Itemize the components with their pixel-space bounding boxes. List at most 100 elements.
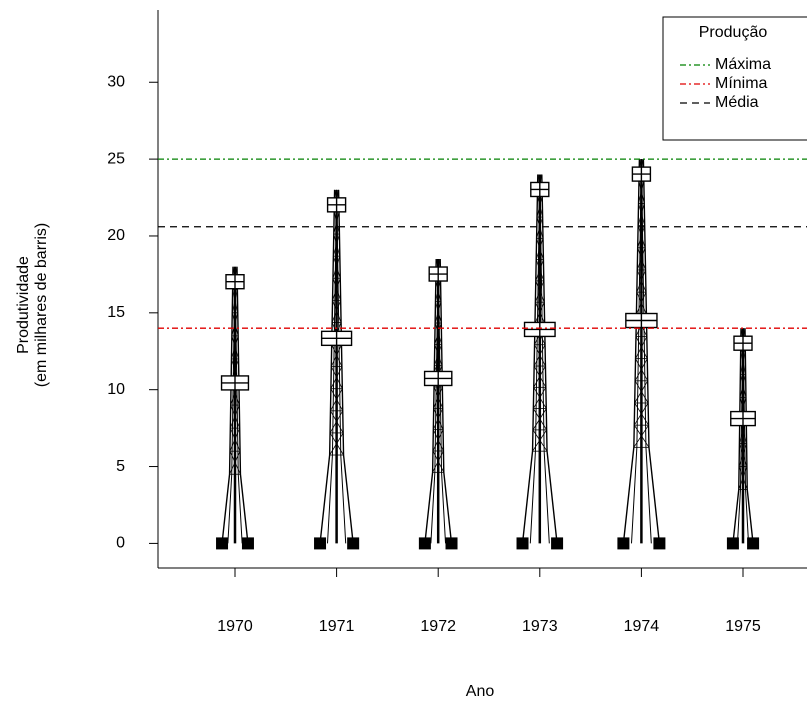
derrick-foot [653,537,666,550]
x-axis-label: Ano [466,683,495,700]
y-axis-label: Produtividade (em milhares de barris) [15,223,50,387]
derrick-foot [418,537,431,550]
y-tick-label: 0 [116,535,125,552]
x-tick-label: 1974 [624,618,660,635]
derrick-foot [347,537,360,550]
derrick [216,266,254,550]
derrick-brace [634,358,648,382]
derrick-foot [726,537,739,550]
y-axis-label-line: Produtividade [15,256,32,354]
derrick-leg [622,159,641,544]
derrick-brace [330,344,342,367]
derrick [418,258,458,550]
derrick-leg [640,159,652,544]
derrick-brace [331,300,342,323]
derrick-foot [241,537,254,550]
derrick-leg [541,174,558,544]
y-tick-label: 15 [107,304,125,321]
derrick-brace [535,238,544,260]
derrick-brace [739,374,747,398]
derrick-brace [229,404,240,429]
derrick-leg [521,174,539,544]
derrick-brace [332,256,341,279]
derrick-foot [516,537,529,550]
derrick-leg [631,159,642,544]
derrick-brace [229,427,241,452]
derrick-brace [638,181,645,204]
derrick-brace [330,366,343,389]
derrick-brace [533,344,546,367]
derrick-brace [638,181,645,204]
x-tick-label: 1972 [420,618,456,635]
derrick-brace [532,408,547,431]
derrick-brace [534,302,545,324]
derrick-brace [330,388,343,412]
derrick-brace [231,335,239,360]
derrick-brace [435,280,441,302]
derrick [314,189,360,550]
derrick-foot [445,537,458,550]
derrick-foot [216,537,229,550]
derrick-brace [434,301,442,324]
derrick-brace [333,211,340,235]
derrick-brace [637,247,646,271]
derrick-brace [739,351,746,375]
derrick [726,328,760,550]
y-tick-label: 30 [107,73,125,90]
derrick [617,159,666,550]
derrick-brace [433,386,443,409]
derrick [516,174,564,550]
derrick-brace [333,211,340,235]
derrick-leg [642,159,661,544]
derrick-brace [633,424,649,448]
x-tick-label: 1975 [725,618,761,635]
derrick-leg [439,259,453,544]
derrick-brace [634,380,649,404]
derrick-brace [738,443,747,467]
derrick-brace [432,429,444,452]
derrick-brace [535,280,545,303]
derrick-brace [636,291,647,315]
derrick-brace [231,312,239,336]
derrick-brace [229,451,241,475]
legend-box [662,16,807,141]
x-tick-label: 1973 [522,618,558,635]
legend-title: Produção [699,24,768,41]
derrick-brace [533,387,547,409]
derrick-leg [732,328,742,544]
legend-label: Média [715,94,759,111]
derrick-brace [533,365,546,388]
y-tick-label: 25 [107,150,125,167]
derrick-brace [637,225,646,248]
derrick-foot [551,537,564,550]
derrick-foot [314,537,327,550]
derrick-brace [633,402,649,426]
x-tick-label: 1971 [319,618,355,635]
derrick-foot [747,537,760,550]
y-axis-label-line: (em milhares de barris) [33,223,50,387]
derrick-brace [432,408,444,430]
derrick-foot [617,537,630,550]
derrick-leg [424,259,437,544]
derrick-brace [332,233,340,257]
derrick-brace [536,195,543,218]
y-tick-label: 5 [116,458,125,475]
derrick-brace [635,336,648,359]
derrick-brace [637,203,645,226]
derrick-brace [636,247,646,271]
y-tick-label: 10 [107,381,125,398]
y-tick-label: 20 [107,227,125,244]
derrick-brace [434,322,442,345]
derrick-brace [637,225,646,248]
derrick-leg [529,174,541,544]
derrick-brace [532,429,547,452]
derrick-brace [638,203,646,226]
derrick-brace [332,278,341,301]
derrick-leg [744,328,754,544]
derrick-brace [432,450,444,473]
legend-label: Máxima [715,56,771,73]
x-tick-label: 1970 [217,618,253,635]
derrick-brace [636,269,646,293]
derrick-brace [434,344,443,366]
